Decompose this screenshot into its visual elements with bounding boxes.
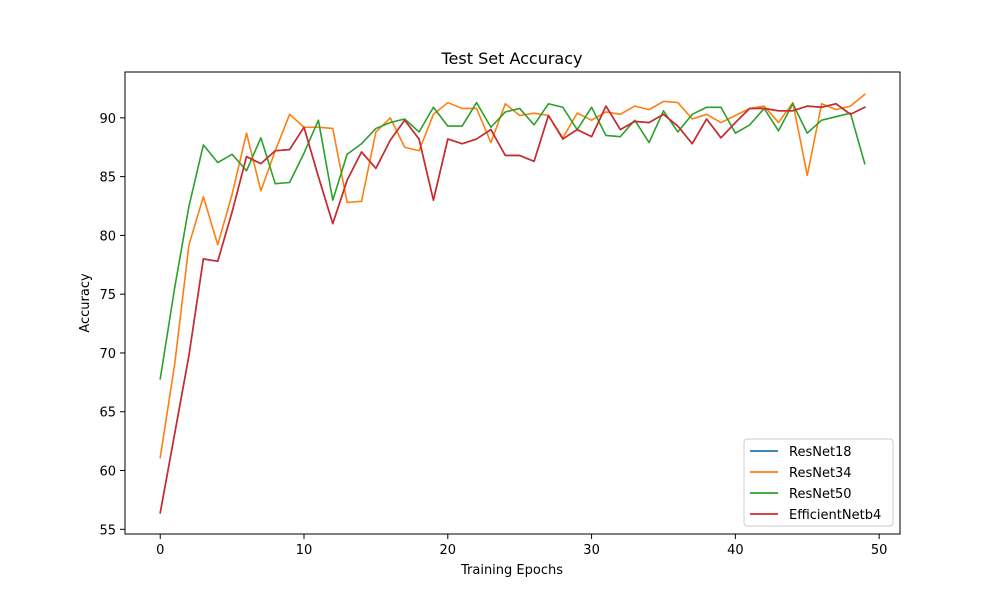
y-axis-label: Accuracy xyxy=(78,273,93,333)
x-axis-ticks: 0 10 20 30 40 50 xyxy=(156,534,887,558)
y-tick-label: 85 xyxy=(99,171,116,186)
y-tick-label: 80 xyxy=(99,229,116,244)
x-tick-label: 40 xyxy=(727,543,744,558)
legend-label-efficientnetb4: EfficientNetb4 xyxy=(789,508,881,523)
y-tick-label: 70 xyxy=(99,347,116,362)
chart-title: Test Set Accuracy xyxy=(441,49,583,68)
legend-label-resnet50: ResNet50 xyxy=(789,487,852,502)
series-line-efficientnetb4 xyxy=(159,102,866,514)
y-tick-label: 60 xyxy=(99,465,116,480)
y-tick-label: 65 xyxy=(99,406,116,421)
x-axis-label: Training Epochs xyxy=(460,563,563,578)
x-tick-label: 10 xyxy=(296,543,313,558)
legend: ResNet18 ResNet34 ResNet50 EfficientNetb4 xyxy=(743,438,894,527)
legend-label-resnet18: ResNet18 xyxy=(789,445,852,460)
y-tick-label: 55 xyxy=(99,523,116,538)
x-tick-label: 20 xyxy=(440,543,457,558)
y-tick-label: 75 xyxy=(99,288,116,303)
legend-frame xyxy=(743,438,894,527)
plot-frame xyxy=(124,71,901,535)
x-tick-label: 50 xyxy=(871,543,888,558)
legend-entries: ResNet18 ResNet34 ResNet50 EfficientNetb4 xyxy=(750,445,881,523)
y-axis-ticks: 55 60 65 70 75 80 85 90 xyxy=(99,112,125,538)
series-layer xyxy=(159,93,866,514)
legend-label-resnet34: ResNet34 xyxy=(789,466,852,481)
x-tick-label: 0 xyxy=(156,543,164,558)
series-line-resnet50 xyxy=(159,101,866,380)
x-tick-label: 30 xyxy=(583,543,600,558)
y-tick-label: 90 xyxy=(99,112,116,127)
